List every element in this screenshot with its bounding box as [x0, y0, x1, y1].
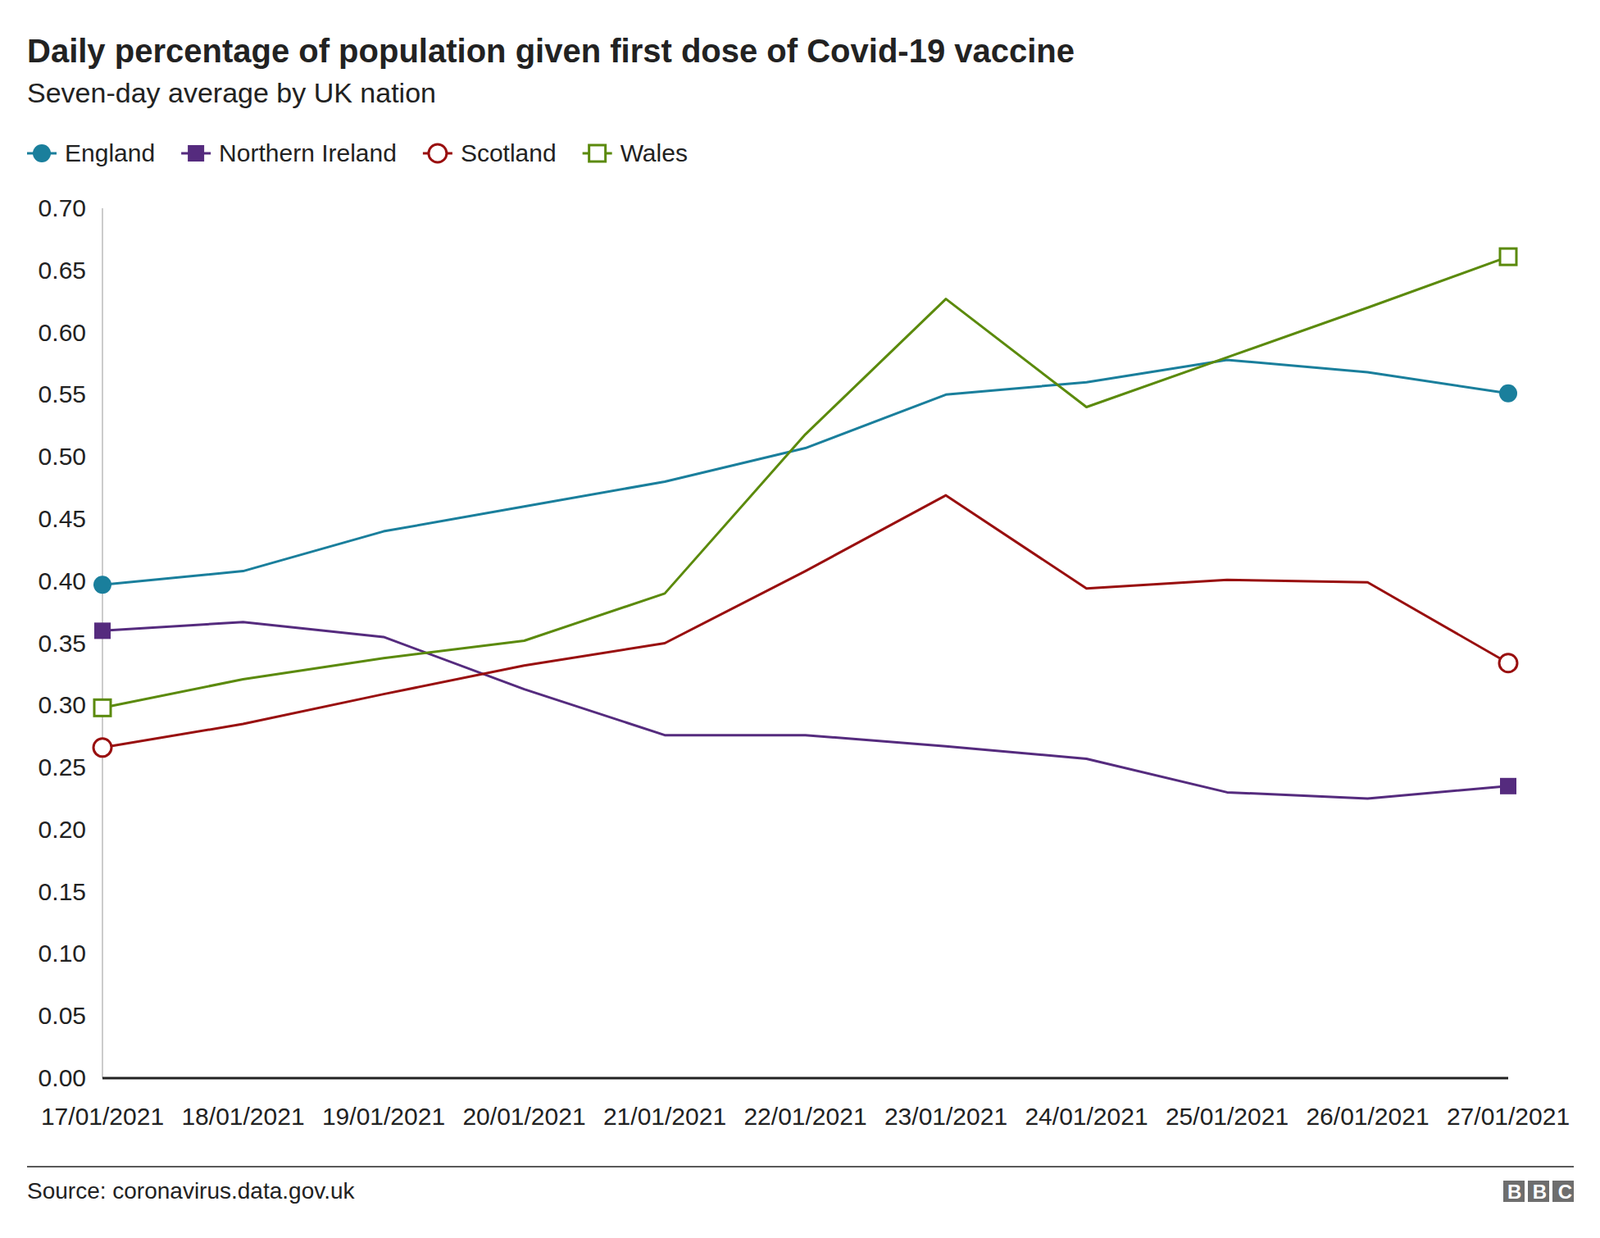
y-tick-label: 0.35 [38, 629, 87, 657]
series-marker [94, 699, 111, 716]
footer-rule [27, 1165, 1574, 1168]
x-tick-label: 21/01/2021 [603, 1102, 727, 1130]
x-tick-label: 22/01/2021 [743, 1102, 867, 1130]
legend-label: Northern Ireland [218, 139, 397, 167]
series-line [102, 359, 1509, 585]
y-tick-label: 0.40 [38, 567, 87, 595]
y-tick-label: 0.30 [38, 690, 87, 719]
chart: Daily percentage of population given fir… [0, 0, 1600, 1238]
y-tick-label: 0.60 [38, 318, 87, 346]
title: Daily percentage of population given fir… [27, 32, 1075, 69]
x-tick-label: 26/01/2021 [1305, 1102, 1429, 1130]
legend-marker [589, 145, 606, 162]
axes: 0.00 0.05 0.10 0.15 0.20 0.25 0.30 0.35 0.40 0.45… [38, 194, 1570, 1130]
series-line [102, 256, 1509, 708]
series-marker [1500, 777, 1517, 795]
legend-item: Wales [582, 139, 688, 167]
y-tick-label: 0.70 [38, 194, 87, 222]
x-axis-line [102, 1077, 1509, 1080]
x-tick-label: 27/01/2021 [1446, 1102, 1570, 1130]
series-marker [93, 575, 112, 594]
legend-marker [32, 144, 51, 163]
x-tick-label: 25/01/2021 [1165, 1102, 1289, 1130]
y-tick-label: 0.20 [38, 815, 87, 843]
legend-marker [187, 145, 205, 162]
series-marker [1499, 654, 1518, 673]
legend-label: Scotland [460, 139, 557, 167]
x-tick-label: 18/01/2021 [181, 1102, 305, 1130]
y-axis-line [101, 208, 104, 1078]
y-tick-label: 0.55 [38, 380, 87, 408]
series-marker [1499, 384, 1518, 403]
series-line [102, 495, 1509, 748]
legend: England Northern Ireland Scotland Wales [27, 139, 688, 167]
legend-item: England [27, 139, 155, 167]
y-tick-label: 0.15 [38, 877, 87, 905]
y-tick-label: 0.25 [38, 753, 87, 781]
plot-area [93, 248, 1518, 799]
y-tick-label: 0.65 [38, 256, 87, 284]
y-tick-label: 0.00 [38, 1063, 87, 1091]
series-marker [94, 622, 111, 639]
x-tick-label: 17/01/2021 [40, 1102, 164, 1130]
y-tick-label: 0.10 [38, 939, 87, 967]
logo-text: BBC [1507, 1180, 1584, 1203]
x-tick-label: 19/01/2021 [322, 1102, 446, 1130]
y-tick-label: 0.50 [38, 442, 87, 470]
legend-label: Wales [620, 139, 688, 167]
series-marker [93, 738, 112, 757]
series-marker [1500, 248, 1517, 265]
legend-item: Northern Ireland [181, 139, 397, 167]
source: Source: coronavirus.data.gov.uk [27, 1177, 355, 1204]
x-tick-label: 23/01/2021 [884, 1102, 1008, 1130]
subtitle: Seven-day average by UK nation [27, 77, 437, 109]
logo: BBC [1503, 1180, 1584, 1203]
legend-item: Scotland [422, 139, 557, 167]
legend-label: England [64, 139, 155, 167]
legend-marker [428, 144, 447, 163]
x-tick-label: 20/01/2021 [462, 1102, 586, 1130]
x-tick-label: 24/01/2021 [1024, 1102, 1148, 1130]
y-tick-label: 0.45 [38, 504, 87, 532]
y-tick-label: 0.05 [38, 1001, 87, 1029]
